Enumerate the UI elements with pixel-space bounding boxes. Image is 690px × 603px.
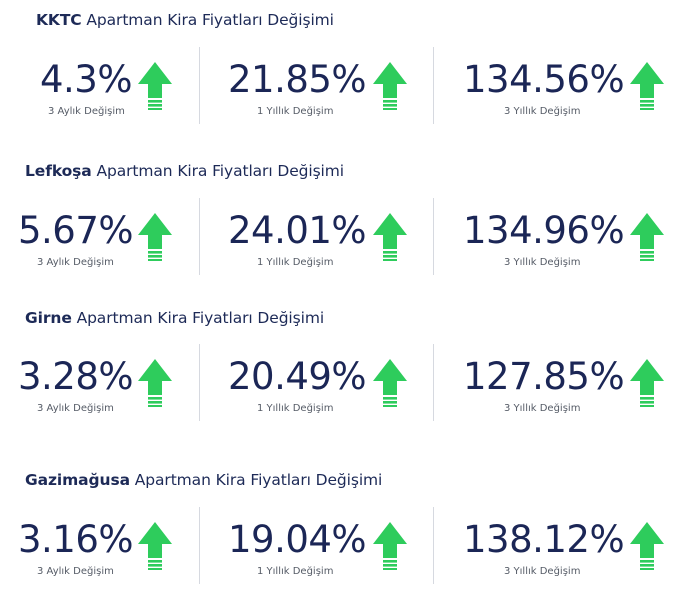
divider xyxy=(433,47,434,124)
title-suffix: Apartman Kira Fiyatları Değişimi xyxy=(76,309,325,327)
metric-value: 21.85% xyxy=(228,58,367,101)
metric-value: 134.56% xyxy=(463,58,625,101)
divider xyxy=(433,507,434,584)
metric-value: 4.3% xyxy=(40,58,133,101)
up-arrow-icon xyxy=(138,213,172,261)
up-arrow-icon xyxy=(138,62,172,110)
up-arrow-icon xyxy=(630,62,664,110)
title-suffix: Apartman Kira Fiyatları Değişimi xyxy=(96,162,345,180)
metric-label: 3 Yıllık Değişim xyxy=(504,257,581,268)
metric-1-year: 21.85% 1 Yıllık Değişim xyxy=(200,50,433,128)
section-title: Gazimağusa Apartman Kira Fiyatları Değiş… xyxy=(25,471,382,489)
region-name: Lefkoşa xyxy=(25,162,92,180)
region-name: Girne xyxy=(25,309,72,327)
metric-value: 138.12% xyxy=(463,518,625,561)
metric-3-year: 134.56% 3 Yıllık Değişim xyxy=(434,50,690,128)
metric-label: 3 Yıllık Değişim xyxy=(504,403,581,414)
metric-value: 5.67% xyxy=(18,209,134,252)
up-arrow-icon xyxy=(630,213,664,261)
metric-value: 134.96% xyxy=(463,209,625,252)
region-name: Gazimağusa xyxy=(25,471,130,489)
divider xyxy=(433,344,434,421)
divider xyxy=(199,198,200,275)
title-suffix: Apartman Kira Fiyatları Değişimi xyxy=(86,11,334,29)
title-suffix: Apartman Kira Fiyatları Değişimi xyxy=(134,471,383,489)
metric-label: 1 Yıllık Değişim xyxy=(257,566,334,577)
metric-3-year: 134.96% 3 Yıllık Değişim xyxy=(434,201,690,279)
divider xyxy=(199,344,200,421)
up-arrow-icon xyxy=(373,62,407,110)
divider xyxy=(433,198,434,275)
metric-value: 20.49% xyxy=(228,355,367,398)
metric-1-year: 24.01% 1 Yıllık Değişim xyxy=(200,201,433,279)
metric-value: 3.16% xyxy=(18,518,134,561)
metric-3-year: 127.85% 3 Yıllık Değişim xyxy=(434,347,690,425)
metric-label: 3 Aylık Değişim xyxy=(48,106,125,117)
up-arrow-icon xyxy=(630,359,664,407)
metric-3-month: 4.3% 3 Aylık Değişim xyxy=(0,50,200,128)
metric-value: 3.28% xyxy=(18,355,134,398)
up-arrow-icon xyxy=(630,522,664,570)
section-title: KKTC Apartman Kira Fiyatları Değişimi xyxy=(36,11,334,29)
metric-3-year: 138.12% 3 Yıllık Değişim xyxy=(434,510,690,588)
metric-label: 3 Yıllık Değişim xyxy=(504,566,581,577)
divider xyxy=(199,507,200,584)
region-name: KKTC xyxy=(36,11,82,29)
section-title: Girne Apartman Kira Fiyatları Değişimi xyxy=(25,309,324,327)
metric-3-month: 5.67% 3 Aylık Değişim xyxy=(0,201,200,279)
divider xyxy=(199,47,200,124)
up-arrow-icon xyxy=(373,359,407,407)
metric-3-month: 3.16% 3 Aylık Değişim xyxy=(0,510,200,588)
up-arrow-icon xyxy=(138,522,172,570)
up-arrow-icon xyxy=(373,213,407,261)
metric-label: 3 Yıllık Değişim xyxy=(504,106,581,117)
metric-label: 3 Aylık Değişim xyxy=(37,257,114,268)
section-title: Lefkoşa Apartman Kira Fiyatları Değişimi xyxy=(25,162,344,180)
metric-label: 1 Yıllık Değişim xyxy=(257,403,334,414)
up-arrow-icon xyxy=(373,522,407,570)
up-arrow-icon xyxy=(138,359,172,407)
metric-label: 3 Aylık Değişim xyxy=(37,566,114,577)
metric-label: 3 Aylık Değişim xyxy=(37,403,114,414)
metric-1-year: 20.49% 1 Yıllık Değişim xyxy=(200,347,433,425)
metric-3-month: 3.28% 3 Aylık Değişim xyxy=(0,347,200,425)
metric-1-year: 19.04% 1 Yıllık Değişim xyxy=(200,510,433,588)
metric-value: 24.01% xyxy=(228,209,367,252)
metric-label: 1 Yıllık Değişim xyxy=(257,257,334,268)
metric-value: 127.85% xyxy=(463,355,625,398)
metric-value: 19.04% xyxy=(228,518,367,561)
metric-label: 1 Yıllık Değişim xyxy=(257,106,334,117)
